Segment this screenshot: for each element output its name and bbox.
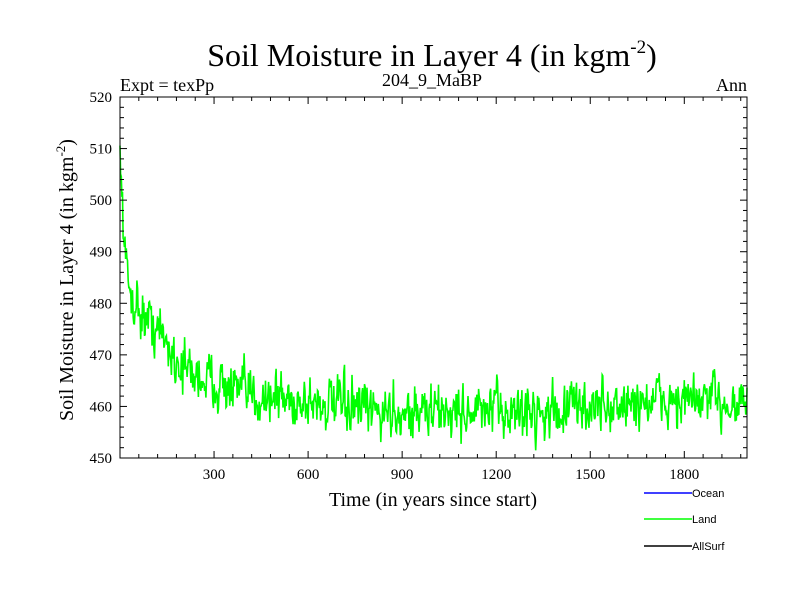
y-tick-label: 460 — [90, 399, 113, 415]
y-tick-label: 500 — [90, 193, 113, 209]
y-tick-label: 510 — [90, 142, 113, 158]
y-tick-label: 480 — [90, 296, 113, 312]
legend-label-ocean: Ocean — [692, 488, 724, 500]
y-axis-label: Soil Moisture in Layer 4 (in kgm-2) — [53, 139, 78, 421]
y-tick-label: 470 — [90, 348, 113, 364]
land-series-line — [119, 145, 748, 451]
y-tick-label: 520 — [90, 90, 113, 106]
y-tick-label: 490 — [90, 245, 113, 261]
x-tick-label: 1200 — [481, 467, 511, 483]
x-tick-label: 1800 — [669, 467, 699, 483]
plot-frame — [119, 96, 748, 459]
experiment-label: Expt = texPp — [120, 75, 214, 95]
x-tick-label: 600 — [297, 467, 320, 483]
season-label: Ann — [716, 75, 747, 95]
legend-label-land: Land — [692, 514, 716, 526]
period-label: 204_9_MaBP — [382, 70, 482, 90]
x-axis-label: Time (in years since start) — [329, 489, 537, 511]
x-tick-label: 300 — [203, 467, 226, 483]
ticks-layer — [120, 96, 747, 459]
x-tick-label: 900 — [391, 467, 414, 483]
x-tick-label: 1500 — [575, 467, 605, 483]
tick-labels-layer: 300 600 900 1200 1500 1800 450 460 470 480 490 500 5… — [90, 90, 700, 483]
series-layer — [119, 145, 748, 451]
legend: Ocean Land AllSurf — [644, 488, 725, 553]
y-tick-label: 450 — [90, 451, 113, 467]
legend-label-allsurf: AllSurf — [692, 541, 725, 553]
chart-title: Soil Moisture in Layer 4 (in kgm-2) — [207, 37, 657, 73]
